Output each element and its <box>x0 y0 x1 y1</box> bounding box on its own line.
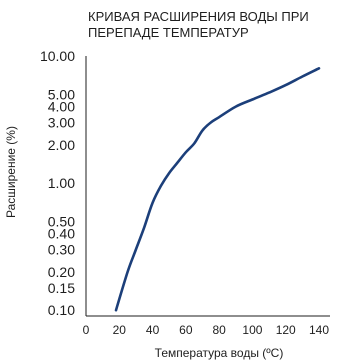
x-tick-label: 120 <box>276 323 296 337</box>
expansion-curve-line <box>114 67 321 312</box>
y-tick-label: 5.00 <box>48 86 75 102</box>
y-tick-label: 0.10 <box>48 302 75 318</box>
x-tick-label: 140 <box>309 323 329 337</box>
y-tick-labels: 0.10 0.150.20 0.300.400.50 1.00 2.00 3.004.00… <box>40 48 75 318</box>
chart-title-line-2: ПЕРЕПАДЕ ТЕМПЕРАТУР <box>88 25 249 40</box>
y-tick-label: 0.30 <box>48 242 75 258</box>
series-layer <box>114 67 321 312</box>
x-tick-label: 0 <box>83 323 90 337</box>
x-axis-label: Температура воды (ºC) <box>155 346 284 360</box>
y-tick-label: 0.20 <box>48 264 75 280</box>
chart-title-line-1: КРИВАЯ РАСШИРЕНИЯ ВОДЫ ПРИ <box>88 9 309 24</box>
y-tick-label: 0.40 <box>48 226 75 242</box>
y-tick-label: 4.00 <box>48 99 75 115</box>
x-tick-label: 20 <box>113 323 127 337</box>
y-tick-label: 2.00 <box>48 137 75 153</box>
y-tick-label: 0.15 <box>48 280 75 296</box>
y-tick-label: 1.00 <box>48 175 75 191</box>
y-tick-label: 3.00 <box>48 114 75 130</box>
y-axis-label: Расширение (%) <box>4 126 18 218</box>
y-tick-label: 10.00 <box>40 48 75 64</box>
x-tick-label: 100 <box>242 323 262 337</box>
y-tick-label: 0.50 <box>48 213 75 229</box>
x-tick-labels: 0 20 40 60 80 100 120 140 <box>83 323 330 337</box>
x-tick-label: 40 <box>146 323 160 337</box>
x-tick-label: 60 <box>179 323 193 337</box>
x-tick-label: 80 <box>212 323 226 337</box>
